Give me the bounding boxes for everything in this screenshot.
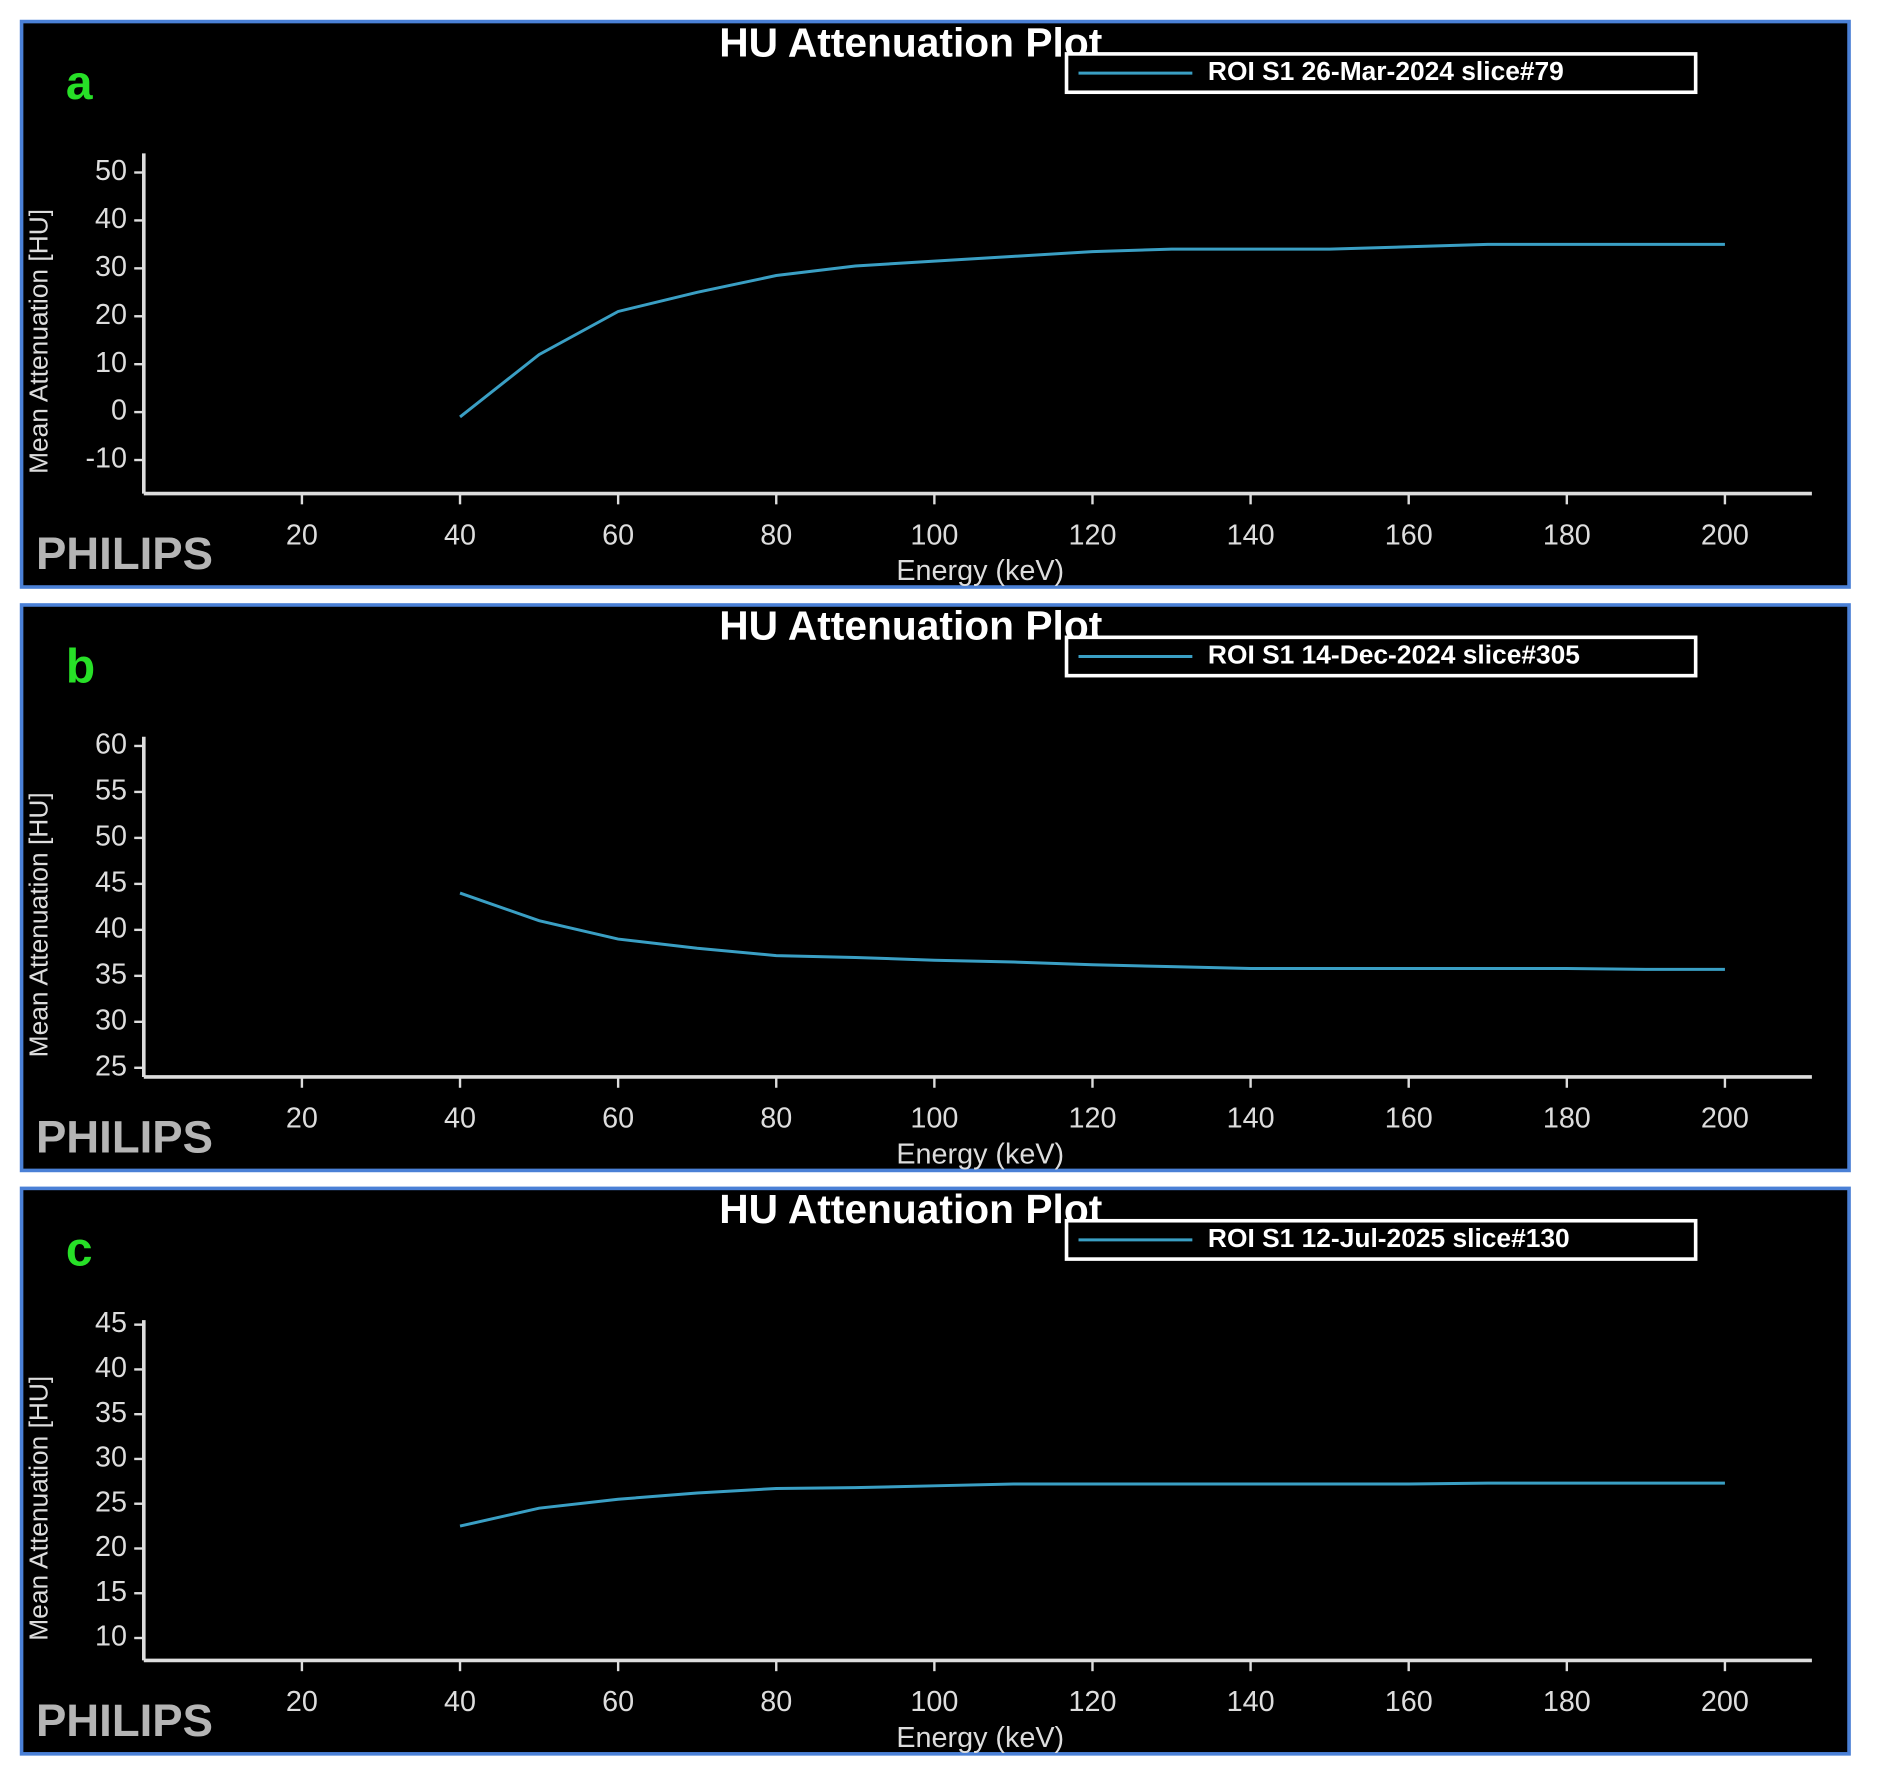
y-tick-label: 35 (95, 958, 127, 990)
y-tick-label: 20 (95, 299, 127, 331)
x-tick-label: 140 (1227, 1686, 1275, 1718)
y-tick-label: 30 (95, 1442, 127, 1474)
y-tick-label: 10 (95, 347, 127, 379)
x-tick-label: 20 (286, 1103, 318, 1135)
chart-title: HU Attenuation Plot (719, 603, 1103, 649)
y-axis-title: Mean Attenuation [HU] (24, 792, 54, 1057)
x-tick-label: 100 (910, 1686, 958, 1718)
x-tick-label: 200 (1701, 519, 1749, 551)
legend-label: ROI S1 26-Mar-2024 slice#79 (1208, 56, 1564, 86)
x-tick-label: 180 (1543, 1103, 1591, 1135)
y-tick-label: -10 (85, 443, 127, 475)
x-tick-label: 200 (1701, 1686, 1749, 1718)
y-tick-label: 40 (95, 203, 127, 235)
data-line (459, 891, 1725, 971)
x-tick-label: 100 (910, 519, 958, 551)
x-tick-label: 60 (602, 1686, 634, 1718)
y-tick-label: 20 (95, 1531, 127, 1563)
x-tick-label: 100 (910, 1103, 958, 1135)
x-tick-label: 160 (1385, 1686, 1433, 1718)
y-tick-label: 45 (95, 866, 127, 898)
x-tick-label: 120 (1068, 1103, 1116, 1135)
legend-label: ROI S1 12-Jul-2025 slice#130 (1208, 1223, 1570, 1253)
chart-panel: HU Attenuation Plot a ROI S1 26-Mar-2024 s… (19, 19, 1851, 589)
y-tick-label: 50 (95, 821, 127, 853)
x-tick-label: 80 (760, 1686, 792, 1718)
x-axis-title: Energy (keV) (896, 1722, 1064, 1754)
watermark: PHILIPS (36, 528, 213, 579)
y-tick-label: 0 (111, 395, 127, 427)
x-tick-label: 60 (602, 519, 634, 551)
legend-label: ROI S1 14-Dec-2024 slice#305 (1208, 639, 1580, 669)
y-tick-label: 10 (95, 1621, 127, 1653)
x-tick-label: 20 (286, 1686, 318, 1718)
x-axis-title: Energy (keV) (896, 555, 1064, 587)
y-tick-label: 60 (95, 729, 127, 761)
x-tick-label: 140 (1227, 1103, 1275, 1135)
x-tick-label: 200 (1701, 1103, 1749, 1135)
watermark: PHILIPS (36, 1695, 213, 1746)
x-tick-label: 160 (1385, 519, 1433, 551)
x-axis-title: Energy (keV) (896, 1139, 1064, 1171)
y-axis-title: Mean Attenuation [HU] (24, 209, 54, 474)
x-tick-label: 180 (1543, 1686, 1591, 1718)
y-tick-label: 40 (95, 1352, 127, 1384)
y-tick-label: 50 (95, 155, 127, 187)
y-tick-label: 45 (95, 1307, 127, 1339)
panel-label: a (66, 57, 93, 110)
chart-title: HU Attenuation Plot (719, 19, 1103, 65)
chart-title: HU Attenuation Plot (719, 1186, 1103, 1232)
y-tick-label: 25 (95, 1050, 127, 1082)
x-tick-label: 120 (1068, 519, 1116, 551)
y-tick-label: 25 (95, 1486, 127, 1518)
x-tick-label: 20 (286, 519, 318, 551)
x-tick-label: 140 (1227, 519, 1275, 551)
data-line (459, 242, 1725, 419)
x-tick-label: 160 (1385, 1103, 1433, 1135)
x-tick-label: 40 (444, 1103, 476, 1135)
x-tick-label: 80 (760, 519, 792, 551)
y-tick-label: 15 (95, 1576, 127, 1608)
watermark: PHILIPS (36, 1112, 213, 1163)
data-line (459, 1481, 1725, 1528)
panel-label: b (66, 640, 95, 693)
chart-panel: HU Attenuation Plot b ROI S1 14-Dec-2024 s… (19, 603, 1851, 1173)
x-tick-label: 180 (1543, 519, 1591, 551)
x-tick-label: 80 (760, 1103, 792, 1135)
panel-label: c (66, 1224, 93, 1277)
x-tick-label: 60 (602, 1103, 634, 1135)
y-axis-title: Mean Attenuation [HU] (24, 1376, 54, 1641)
y-tick-label: 55 (95, 775, 127, 807)
y-tick-label: 30 (95, 251, 127, 283)
x-tick-label: 40 (444, 1686, 476, 1718)
y-tick-label: 30 (95, 1004, 127, 1036)
x-tick-label: 120 (1068, 1686, 1116, 1718)
x-tick-label: 40 (444, 519, 476, 551)
chart-panel: HU Attenuation Plot c ROI S1 12-Jul-2025 s… (19, 1186, 1851, 1756)
y-tick-label: 35 (95, 1397, 127, 1429)
y-tick-label: 40 (95, 912, 127, 944)
